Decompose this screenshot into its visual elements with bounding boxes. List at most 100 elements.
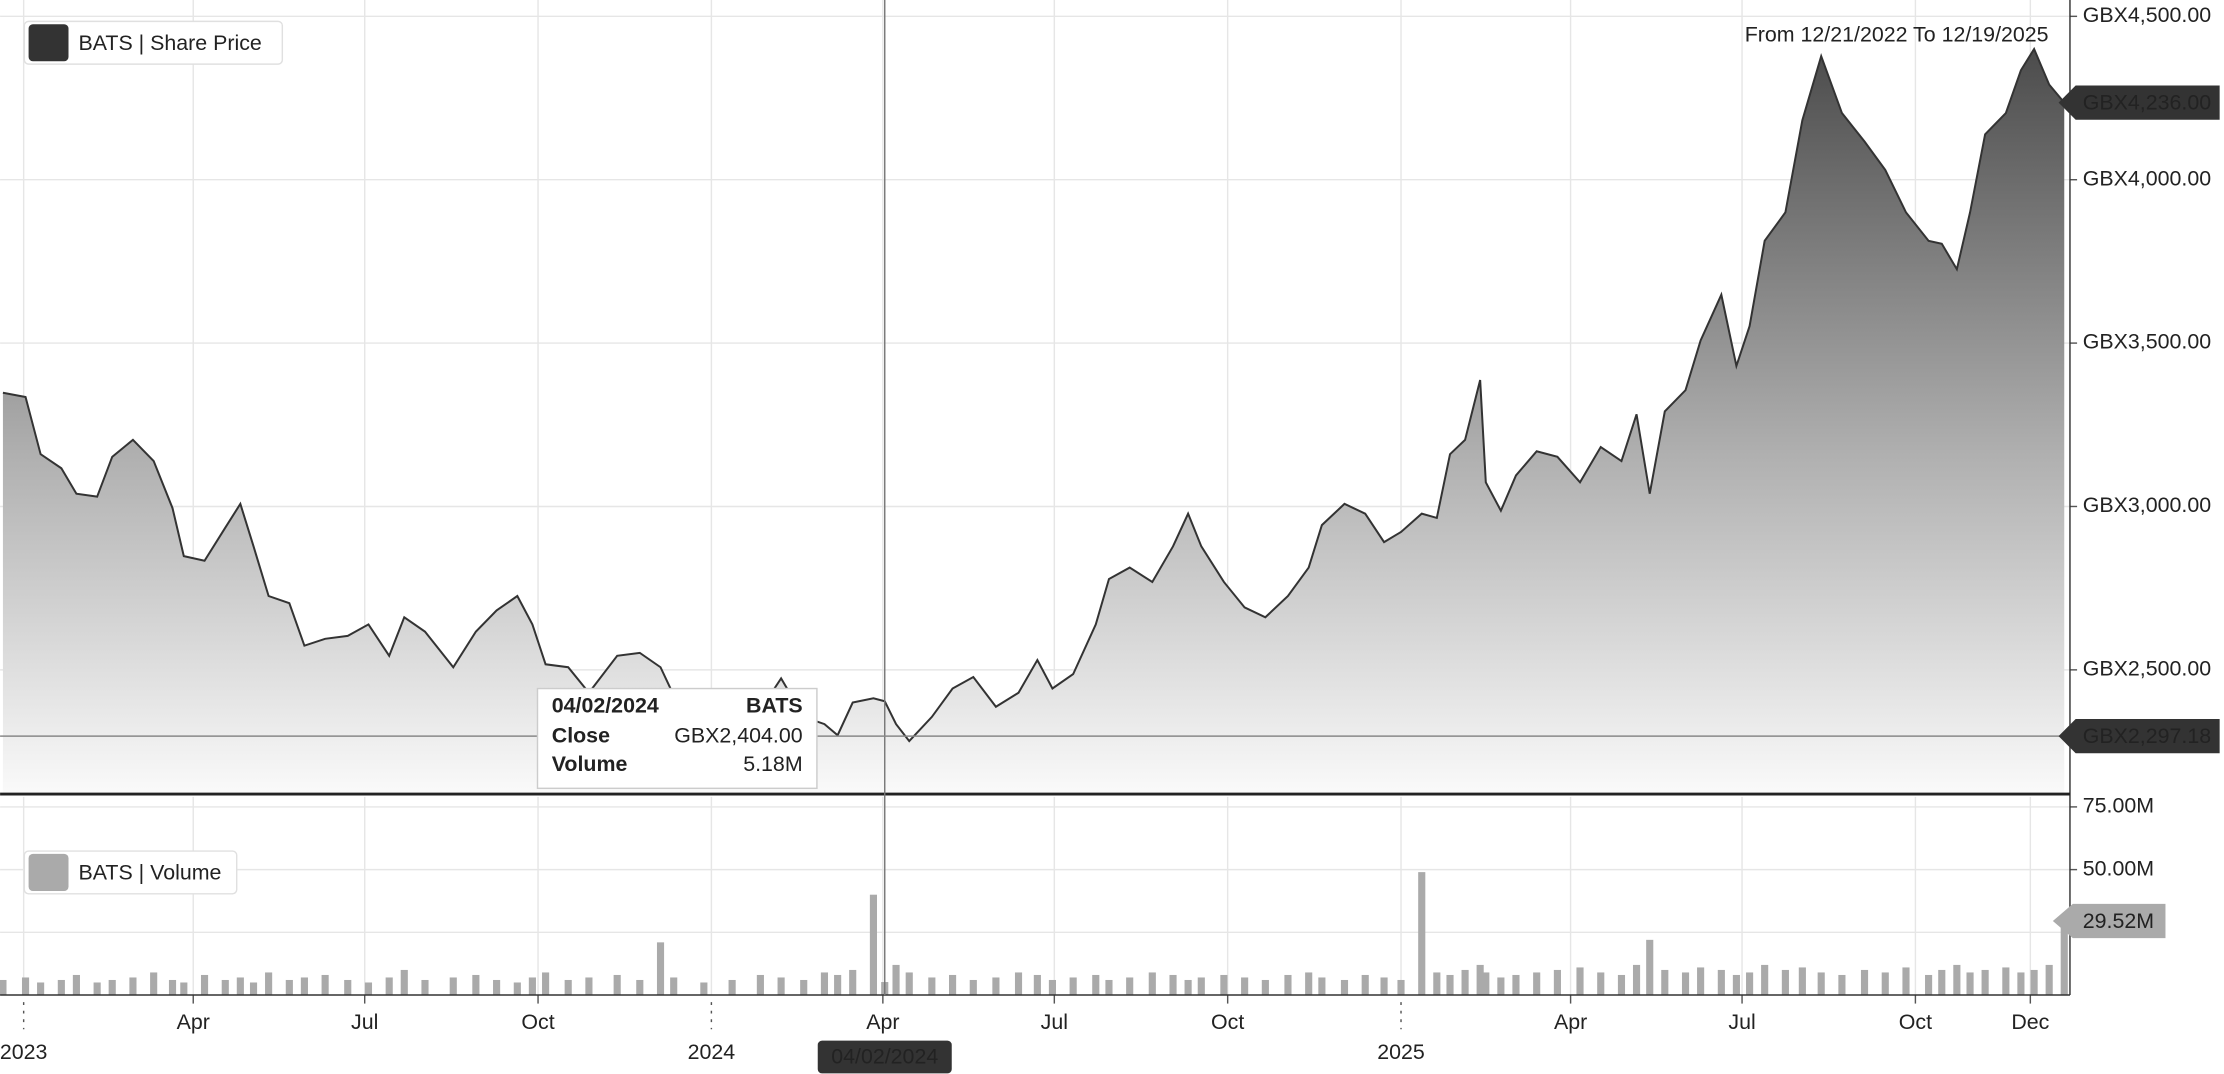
volume-bar bbox=[800, 979, 808, 996]
volume-bar bbox=[1817, 972, 1825, 996]
x-tick-label: Apr bbox=[1554, 1010, 1587, 1034]
volume-bar bbox=[129, 977, 137, 996]
x-tick-label: 2024 bbox=[688, 1040, 736, 1064]
volume-bar bbox=[1953, 964, 1961, 996]
y-tick-label: GBX3,000.00 bbox=[2083, 493, 2211, 517]
volume-bar bbox=[1681, 972, 1690, 996]
volume-bar bbox=[1340, 979, 1349, 996]
volume-bar bbox=[200, 974, 209, 996]
tooltip-volume: 5.18M bbox=[743, 752, 802, 776]
volume-bar bbox=[1476, 964, 1484, 996]
volume-bar bbox=[1261, 979, 1269, 996]
volume-bar bbox=[1717, 969, 1725, 996]
volume-bar bbox=[1284, 974, 1292, 996]
volume-bar bbox=[892, 964, 900, 996]
x-tick-label: Jul bbox=[1728, 1010, 1755, 1034]
volume-bar bbox=[636, 979, 644, 996]
volume-bar bbox=[1461, 969, 1469, 996]
volume-bar bbox=[108, 979, 116, 996]
volume-bar bbox=[700, 982, 708, 996]
legend-label: BATS | Volume bbox=[78, 860, 221, 884]
volume-bar bbox=[385, 977, 393, 996]
volume-bar bbox=[1761, 964, 1769, 996]
tooltip-symbol: BATS bbox=[746, 694, 803, 718]
volume-bar bbox=[2030, 969, 2038, 996]
volume-bar bbox=[57, 979, 65, 996]
volume-bar bbox=[1966, 972, 1974, 996]
x-tick-label: Apr bbox=[866, 1010, 899, 1034]
legend-box bbox=[23, 850, 238, 895]
volume-bar bbox=[728, 979, 736, 996]
volume-bar bbox=[869, 894, 878, 996]
volume-bar bbox=[300, 977, 308, 996]
volume-bar bbox=[1661, 969, 1669, 996]
crosshair-date-label: 04/02/2024 bbox=[831, 1044, 938, 1068]
legend-box bbox=[23, 20, 284, 65]
volume-bar bbox=[849, 969, 857, 996]
last-price-label: GBX4,236.00 bbox=[2083, 91, 2211, 115]
volume-bar bbox=[1092, 974, 1100, 996]
volume-bar bbox=[585, 977, 593, 996]
legend-swatch bbox=[28, 853, 69, 891]
volume-bar bbox=[1433, 972, 1441, 996]
volume-bar bbox=[1732, 974, 1740, 996]
volume-bar bbox=[820, 972, 829, 996]
volume-bar bbox=[1533, 972, 1541, 996]
volume-bar bbox=[0, 979, 7, 996]
x-tick-label: Oct bbox=[1211, 1010, 1244, 1034]
volume-bar bbox=[1925, 974, 1933, 996]
volume-bar bbox=[265, 972, 273, 996]
volume-bar bbox=[670, 977, 678, 996]
volume-bar bbox=[344, 979, 352, 996]
volume-bar bbox=[1184, 979, 1192, 996]
volume-bar bbox=[1902, 967, 1910, 996]
y-tick-label: GBX4,500.00 bbox=[2083, 3, 2211, 27]
y-tick-label: 75.00M bbox=[2083, 794, 2154, 818]
volume-bar bbox=[1361, 974, 1369, 996]
volume-bar bbox=[1798, 967, 1806, 996]
volume-bar bbox=[969, 979, 977, 996]
volume-bar bbox=[1497, 977, 1505, 996]
volume-bar bbox=[249, 982, 258, 996]
volume-bar bbox=[542, 972, 550, 996]
volume-bar bbox=[905, 972, 913, 996]
volume-bar bbox=[1197, 977, 1205, 996]
crosshair-price-tag bbox=[2058, 719, 2220, 754]
volume-bar bbox=[1033, 974, 1041, 996]
x-tick-label: Oct bbox=[1899, 1010, 1932, 1034]
volume-bar bbox=[150, 972, 158, 996]
volume-bar bbox=[992, 977, 1000, 996]
volume-bar bbox=[656, 942, 665, 996]
volume-bar bbox=[449, 977, 457, 996]
volume-bar bbox=[2002, 967, 2010, 996]
volume-bar bbox=[564, 979, 572, 996]
volume-bar bbox=[1148, 972, 1156, 996]
price-area bbox=[2, 49, 2065, 795]
volume-bar bbox=[236, 977, 244, 996]
tooltip-close-label: Close bbox=[552, 724, 610, 748]
volume-bar bbox=[168, 979, 177, 996]
tooltip-volume-label: Volume bbox=[552, 752, 628, 776]
volume-bar bbox=[1105, 979, 1113, 996]
volume-bar bbox=[221, 979, 229, 996]
last-volume-label: 29.52M bbox=[2083, 909, 2154, 933]
x-tick-label: Oct bbox=[521, 1010, 554, 1034]
x-tick-label: 2023 bbox=[0, 1040, 47, 1064]
volume-bar bbox=[1014, 972, 1023, 996]
x-tick-label: Jul bbox=[1041, 1010, 1068, 1034]
tooltip-date: 04/02/2024 bbox=[552, 694, 659, 718]
volume-bar bbox=[1746, 972, 1754, 996]
volume-bar bbox=[1418, 872, 1426, 996]
volume-bar bbox=[613, 974, 621, 996]
volume-bar bbox=[777, 977, 785, 996]
volume-bar bbox=[1981, 969, 1989, 996]
volume-bar bbox=[1597, 972, 1605, 996]
x-tick-label: Dec bbox=[2011, 1010, 2049, 1034]
volume-bar bbox=[1305, 972, 1313, 996]
volume-bar bbox=[1553, 969, 1561, 996]
volume-bar bbox=[364, 982, 373, 996]
volume-bar bbox=[528, 977, 536, 996]
volume-bar bbox=[1220, 974, 1228, 996]
volume-bar bbox=[2017, 972, 2025, 996]
crosshair-date-tag bbox=[817, 1040, 952, 1074]
